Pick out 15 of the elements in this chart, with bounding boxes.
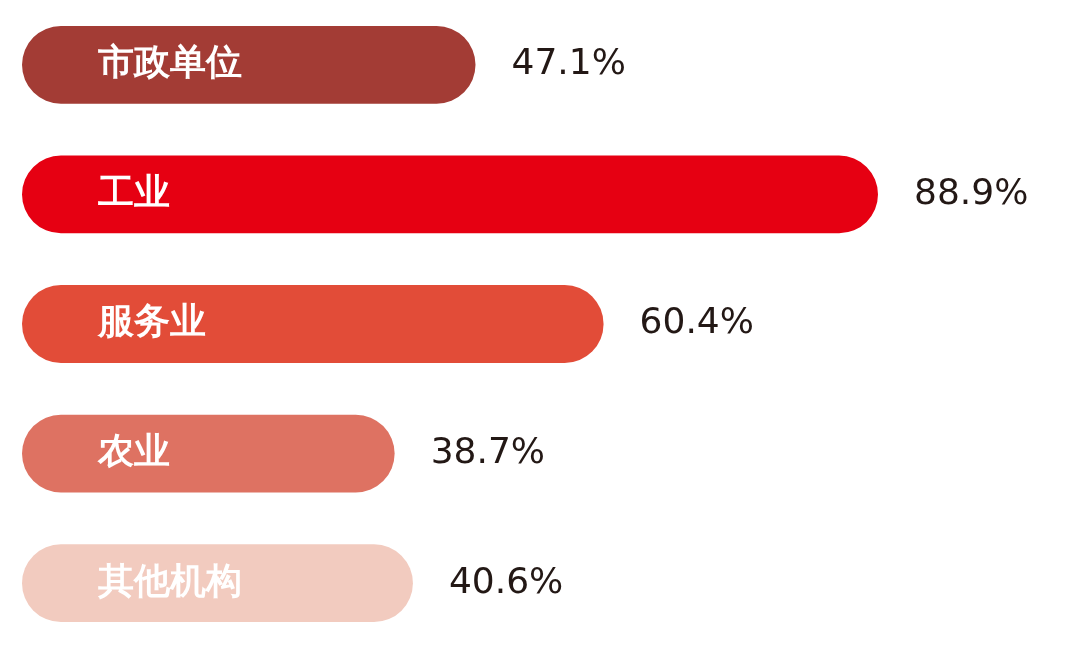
data-label: 60.4% xyxy=(639,300,754,342)
y-tick-label: 服务业 xyxy=(97,300,206,342)
bar xyxy=(22,155,878,234)
y-tick-label: 工业 xyxy=(98,170,170,212)
data-label: 88.9% xyxy=(913,170,1029,212)
y-tick-label: 农业 xyxy=(97,429,170,471)
data-label: 47.1% xyxy=(511,41,626,83)
bar xyxy=(22,25,476,104)
bar xyxy=(22,544,413,623)
y-tick-label: 其他机构 xyxy=(97,559,242,601)
data-label: 38.7% xyxy=(430,429,545,471)
data-label: 40.6% xyxy=(448,559,564,601)
bar xyxy=(22,414,395,493)
y-tick-label: 市政单位 xyxy=(98,41,242,83)
bar xyxy=(22,285,604,363)
